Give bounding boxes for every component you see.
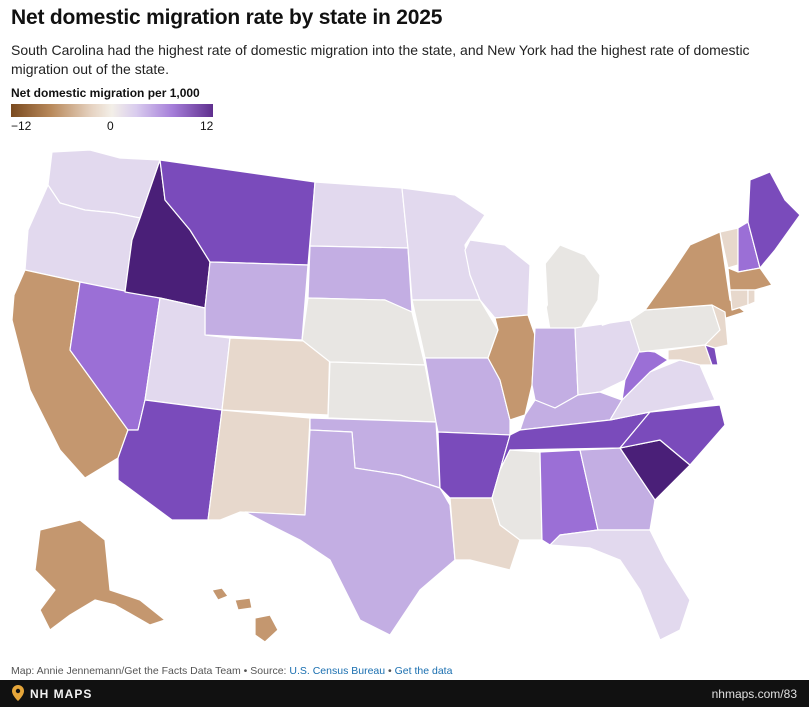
- source-link[interactable]: U.S. Census Bureau: [289, 665, 386, 677]
- state-florida[interactable]: [549, 529, 691, 641]
- state-texas[interactable]: [244, 429, 456, 636]
- lake-superior: [490, 215, 570, 240]
- map-subtitle: South Carolina had the highest rate of d…: [11, 42, 750, 77]
- state-maine[interactable]: [747, 171, 801, 269]
- state-hawaii-big-island[interactable]: [254, 614, 279, 643]
- state-kansas[interactable]: [327, 361, 437, 423]
- state-delaware[interactable]: [704, 344, 719, 366]
- state-rhode-island[interactable]: [747, 289, 756, 306]
- legend-color-scale: [11, 104, 213, 117]
- footer-url[interactable]: nhmaps.com/83: [711, 687, 797, 701]
- legend-title: Net domestic migration per 1,000: [11, 86, 200, 100]
- state-iowa[interactable]: [411, 299, 499, 359]
- lake-michigan: [535, 248, 548, 320]
- us-state-choropleth: [11, 149, 801, 643]
- state-alaska[interactable]: [34, 519, 166, 631]
- state-mississippi[interactable]: [491, 449, 543, 541]
- credits-line: Map: Annie Jennemann/Get the Facts Data …: [11, 665, 452, 677]
- state-illinois[interactable]: [487, 314, 536, 421]
- state-hawaii-maui[interactable]: [234, 597, 253, 611]
- state-massachusetts[interactable]: [727, 267, 773, 291]
- lake-huron: [600, 250, 615, 295]
- legend-min-label: −12: [11, 119, 32, 133]
- map-pin-icon: [12, 685, 24, 701]
- map-title: Net domestic migration rate by state in …: [11, 6, 443, 29]
- legend-max-label: 12: [200, 119, 214, 133]
- state-michigan[interactable]: [539, 244, 601, 331]
- state-connecticut[interactable]: [729, 289, 749, 311]
- state-georgia[interactable]: [579, 447, 656, 531]
- state-hawaii[interactable]: [211, 587, 229, 601]
- state-virginia[interactable]: [609, 359, 716, 421]
- legend-mid-label: 0: [107, 119, 114, 133]
- state-wyoming[interactable]: [204, 261, 309, 341]
- state-north-carolina[interactable]: [619, 404, 726, 466]
- state-north-dakota[interactable]: [309, 181, 409, 249]
- lake-erie: [600, 305, 645, 326]
- get-the-data-link[interactable]: Get the data: [394, 665, 453, 677]
- state-new-mexico[interactable]: [207, 409, 311, 521]
- credits-text: Map: Annie Jennemann/Get the Facts Data …: [11, 665, 290, 677]
- credits-separator: •: [385, 665, 395, 677]
- state-indiana[interactable]: [531, 327, 579, 409]
- footer-bar: NH MAPS nhmaps.com/83: [0, 680, 809, 707]
- footer-brand: NH MAPS: [30, 687, 93, 701]
